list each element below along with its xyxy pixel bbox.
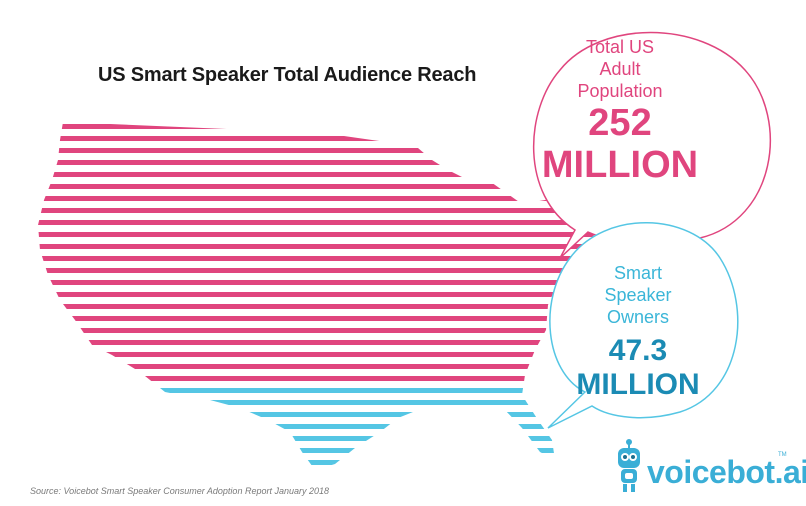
owners-unit: MILLION (576, 368, 700, 401)
logo-trademark: TM (778, 452, 787, 458)
population-label-line: Adult (599, 59, 641, 79)
population-stripe (38, 280, 600, 285)
us-map-stripes (38, 124, 600, 465)
owners-label-line: Smart (613, 263, 662, 283)
owners-value: 47.3 (608, 334, 668, 367)
population-value: 252 (588, 102, 652, 144)
owners-stripe (38, 400, 600, 405)
population-stripe (38, 376, 600, 381)
population-callout: Total US Adult Population 252 MILLION (535, 36, 705, 186)
population-label-line: Population (577, 81, 663, 101)
owners-callout: Smart Speaker Owners 47.3 MILLION (572, 262, 704, 402)
owners-stripe (38, 412, 600, 417)
population-label: Total US Adult Population (535, 36, 705, 102)
population-stripe (38, 220, 600, 225)
population-stripe (38, 268, 600, 273)
owners-callout-bubble (547, 222, 739, 429)
population-stripe (38, 184, 600, 189)
robot-icon (618, 439, 640, 492)
population-stripe (38, 364, 600, 369)
population-stripe (38, 256, 600, 261)
population-label-line: Total US (585, 37, 655, 57)
population-stripe (38, 244, 600, 249)
population-stripe (38, 196, 600, 201)
owners-label-line: Speaker Owners (604, 285, 672, 327)
population-unit: MILLION (541, 144, 699, 186)
source-note: Source: Voicebot Smart Speaker Consumer … (30, 486, 329, 496)
owners-stripe (38, 388, 600, 393)
population-stripe (38, 148, 600, 153)
owners-label: Smart Speaker Owners (572, 262, 704, 328)
population-stripe (38, 340, 600, 345)
population-stripe (38, 292, 600, 297)
population-stripe (38, 208, 600, 213)
owners-stripe (38, 436, 600, 441)
chart-title: US Smart Speaker Total Audience Reach (98, 64, 477, 86)
logo-wordmark[interactable]: voicebot.ai (647, 454, 806, 490)
population-stripe (38, 136, 600, 141)
population-stripe (38, 124, 600, 129)
owners-stripe (38, 424, 600, 429)
population-stripe (38, 352, 600, 357)
population-stripe (38, 232, 600, 237)
owners-stripe (38, 460, 600, 465)
population-stripe (38, 328, 600, 333)
population-stripe (38, 172, 600, 177)
population-stripe (38, 304, 600, 309)
population-stripe (38, 316, 600, 321)
owners-stripe (38, 448, 600, 453)
population-stripe (38, 160, 600, 165)
